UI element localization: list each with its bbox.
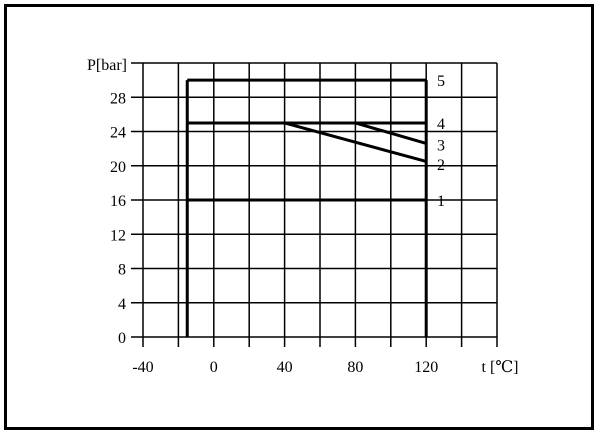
y-axis-label: P[bar] — [87, 57, 127, 74]
x-tick-label: 80 — [347, 359, 363, 376]
y-tick-label: 28 — [110, 90, 126, 107]
y-tick-label: 4 — [118, 296, 126, 313]
x-tick-label: 120 — [414, 359, 438, 376]
outer-frame — [4, 4, 594, 430]
curve-label-5: 5 — [437, 73, 445, 90]
y-tick-label: 8 — [118, 262, 126, 279]
x-tick-label: 0 — [210, 359, 218, 376]
y-tick-label: 12 — [110, 227, 126, 244]
y-tick-label: 24 — [110, 125, 126, 142]
x-tick-label: 40 — [277, 359, 293, 376]
x-tick-label: -40 — [132, 359, 153, 376]
curves — [185, 78, 428, 337]
y-tick-label: 16 — [110, 193, 126, 210]
x-axis-label: t [℃] — [482, 359, 519, 376]
curve-label-3: 3 — [437, 137, 445, 154]
curve-label-1: 1 — [437, 193, 445, 210]
y-tick-label: 0 — [118, 330, 126, 347]
curve-label-2: 2 — [437, 157, 445, 174]
y-tick-label: 20 — [110, 159, 126, 176]
curve-label-4: 4 — [437, 116, 445, 133]
